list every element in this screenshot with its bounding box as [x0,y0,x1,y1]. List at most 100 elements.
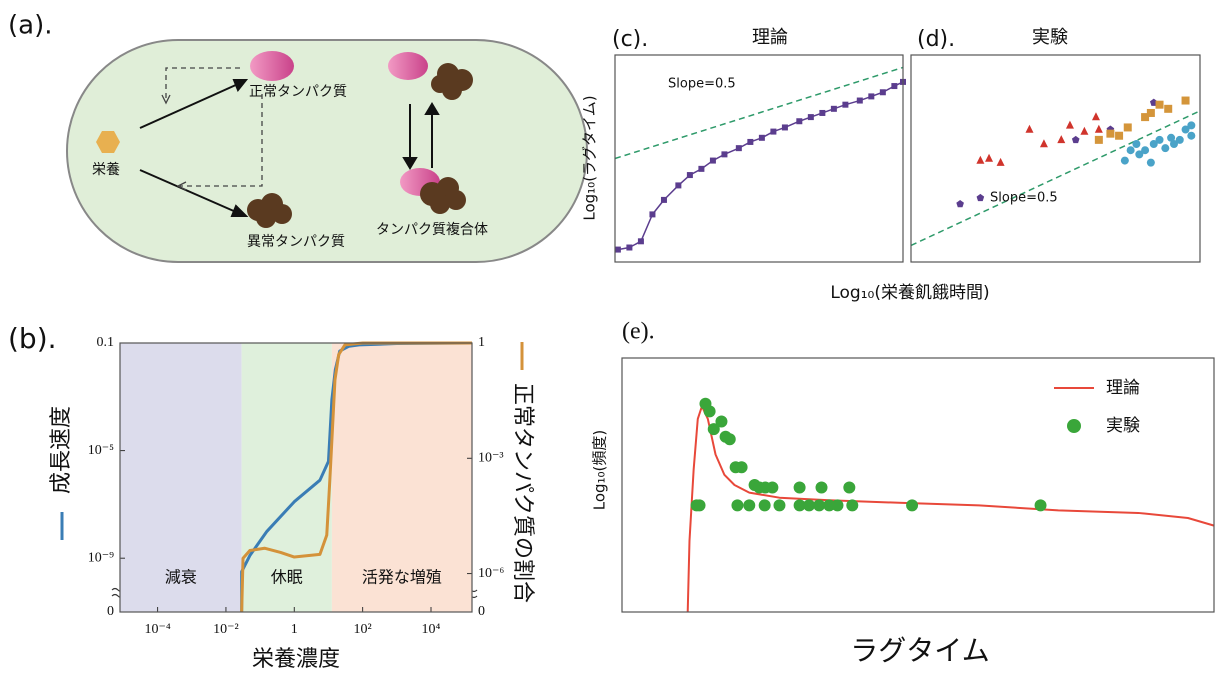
panel-label: (c). [612,27,648,52]
y2-axis-label: 正常タンパク質の割合 [510,383,535,603]
marker [1187,121,1195,129]
marker [1124,123,1132,131]
reference-label: Slope=0.5 [990,191,1058,206]
marker [736,461,748,473]
marker [816,482,828,494]
region-label: 休眠 [271,568,303,587]
x-tick-label: 1 [291,622,298,637]
x-tick-label: 10² [354,622,372,637]
marker [985,154,993,162]
legend-label: 実験 [1106,416,1140,436]
marker [1092,112,1100,120]
marker [747,139,753,145]
marker [857,98,863,104]
y-tick-label: 0.1 [97,335,115,350]
y2-tick-label: 10⁻⁶ [478,566,504,581]
legend-label: 理論 [1106,378,1140,398]
figure: (a). 栄養 正常タンパク質 異常タンパク質 タンパク質複合体 減衰 休眠 活発な… [0,0,1216,675]
marker [675,182,681,188]
marker [736,145,742,151]
marker [796,118,802,124]
x-tick-label: 10⁴ [422,622,441,637]
node-label: タンパク質複合体 [376,221,488,238]
marker [1161,144,1169,152]
marker [638,238,644,244]
diagram: (a). 栄養 正常タンパク質 異常タンパク質 タンパク質複合体 [8,11,587,263]
marker [759,499,771,511]
marker [1106,130,1114,138]
marker [1132,140,1140,148]
marker [1176,136,1184,144]
marker [891,83,897,89]
region-label: 減衰 [165,568,197,587]
node-label: 異常タンパク質 [247,234,345,250]
marker [1066,121,1074,129]
marker [1040,139,1048,147]
plot-frame [615,55,903,262]
panel-label: (e). [622,319,655,345]
panel-label: (b). [8,322,57,355]
marker [1187,132,1195,140]
y-tick-label: 10⁻⁹ [88,550,114,565]
marker [1121,157,1129,165]
node-label: 正常タンパク質 [249,84,347,100]
panel-label: (a). [8,11,52,41]
marker [770,129,776,135]
marker [626,245,632,251]
marker [615,247,621,253]
marker [880,89,886,95]
marker [698,166,704,172]
marker [710,158,716,164]
marker [724,433,736,445]
marker [1182,97,1190,105]
marker [687,172,693,178]
x-axis-label: Log₁₀(栄養飢餓時間) [830,283,989,303]
marker [1156,101,1164,109]
region-label: 活発な増殖 [362,568,442,587]
reference-line [911,111,1200,246]
panel-title: 理論 [752,27,788,48]
marker [819,110,825,116]
marker [1095,125,1103,133]
marker [715,416,727,428]
marker [1067,419,1081,433]
y-axis-label: 成長速度 [49,406,74,494]
marker [759,135,765,141]
marker [1057,135,1065,143]
marker [766,482,778,494]
marker [794,482,806,494]
marker [868,93,874,99]
marker [1147,109,1155,117]
marker [976,156,984,164]
y2-tick-label: 1 [478,335,485,350]
marker [831,499,843,511]
x-axis-label: 栄養濃度 [252,647,340,672]
marker [1164,105,1172,113]
marker [694,499,706,511]
normal-protein [250,51,294,81]
y-tick-label: 10⁻⁵ [88,443,114,458]
marker [773,499,785,511]
y2-tick-label: 0 [478,604,485,619]
marker [843,482,855,494]
marker [731,499,743,511]
reference-line [615,67,903,158]
marker [1025,125,1033,133]
marker [842,102,848,108]
marker [1115,132,1123,140]
marker [721,151,727,157]
marker [1095,136,1103,144]
marker [661,197,667,203]
cell [67,40,587,262]
marker [977,194,985,201]
marker [1072,136,1080,143]
x-tick-label: 10⁻⁴ [144,622,170,637]
panel-label: (d). [917,27,955,52]
reference-label: Slope=0.5 [668,77,736,92]
x-axis-label: ラグタイム [850,634,989,667]
marker [1147,159,1155,167]
y-tick-label: 0 [107,604,114,619]
normal-protein [388,52,428,80]
marker [649,211,655,217]
y-axis-label: Log₁₀(頻度) [591,430,609,511]
